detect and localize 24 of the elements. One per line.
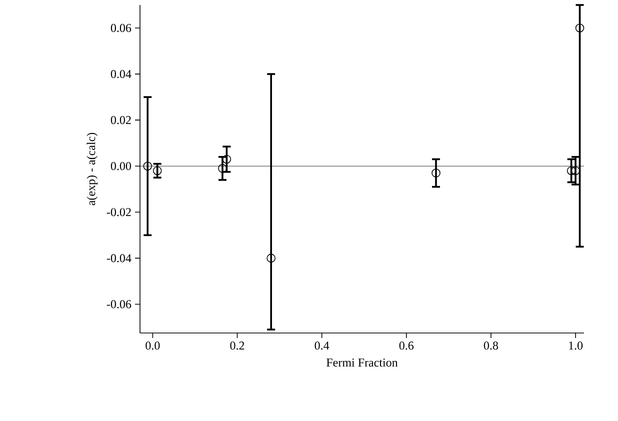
x-tick-label: 0.4 (314, 342, 330, 350)
y-tick-label: 0.04 (110, 70, 132, 78)
y-tick-label: -0.02 (106, 208, 131, 216)
x-tick-label: 0.2 (230, 342, 244, 350)
y-tick-label: 0.00 (110, 162, 132, 170)
x-tick-label: 0.6 (399, 342, 414, 350)
x-axis-title: Fermi Fraction (326, 358, 398, 367)
y-tick-label: -0.06 (106, 300, 132, 308)
point (571, 166, 580, 176)
point (143, 162, 152, 171)
y-tick-label: 0.06 (110, 24, 132, 32)
point (266, 254, 276, 263)
y-tick-label: 0.02 (110, 116, 131, 124)
point (566, 166, 576, 176)
x-tick-label: 0.8 (484, 342, 498, 350)
y-axis-title: a(exp) - a(calc) (86, 132, 98, 206)
point (218, 164, 227, 173)
point (152, 166, 162, 176)
x-tick-label: 1.0 (569, 342, 583, 350)
point (432, 168, 440, 178)
point (222, 154, 232, 164)
point (575, 24, 584, 32)
y-tick-label: -0.04 (106, 254, 132, 262)
x-tick-label: 0.0 (146, 342, 160, 350)
